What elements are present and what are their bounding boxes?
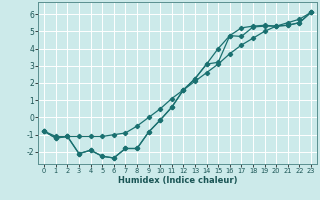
X-axis label: Humidex (Indice chaleur): Humidex (Indice chaleur) (118, 176, 237, 185)
